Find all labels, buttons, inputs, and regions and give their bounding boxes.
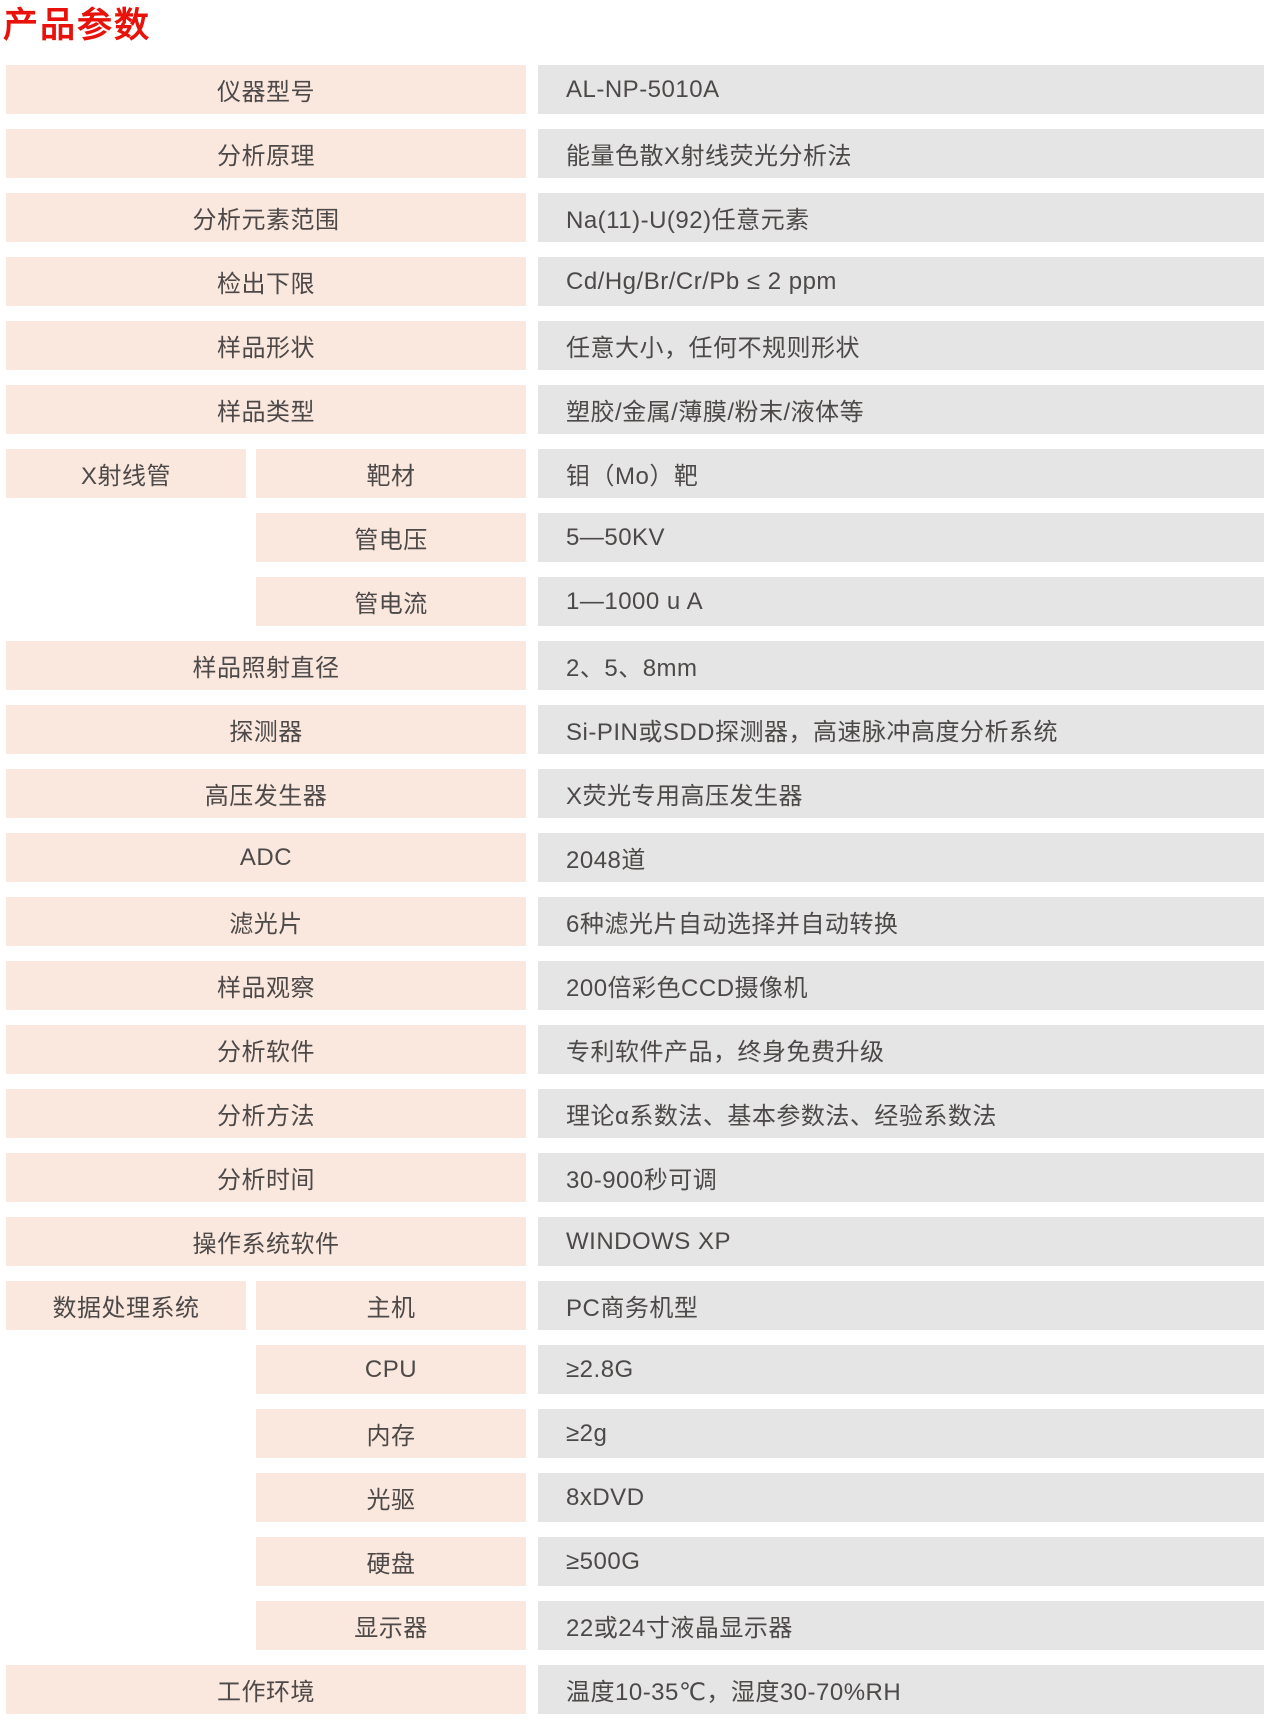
group-sub-rows: 靶材 钼（Mo）靶 管电压 5—50KV 管电流 1—1000 u A <box>256 449 1264 627</box>
row-value-cell: 6种滤光片自动选择并自动转换 <box>538 897 1264 947</box>
row-value-cell: Na(11)-U(92)任意元素 <box>538 193 1264 243</box>
row-value-cell: 任意大小，任何不规则形状 <box>538 321 1264 371</box>
row-label-cell: 仪器型号 <box>6 65 526 115</box>
row-value-cell: ≥2g <box>538 1409 1264 1459</box>
row-label-cell: ADC <box>6 833 526 883</box>
row-value-cell: 30-900秒可调 <box>538 1153 1264 1203</box>
row-value-cell: 专利软件产品，终身免费升级 <box>538 1025 1264 1075</box>
row-label-cell: 分析元素范围 <box>6 193 526 243</box>
table-row: 样品照射直径 2、5、8mm <box>6 641 1264 691</box>
table-row: 操作系统软件 WINDOWS XP <box>6 1217 1264 1267</box>
table-row: 管电压 5—50KV <box>256 513 1264 563</box>
row-value-cell: 能量色散X射线荧光分析法 <box>538 129 1264 179</box>
spec-table: 仪器型号 AL-NP-5010A 分析原理 能量色散X射线荧光分析法 分析元素范围 Na(… <box>6 65 1264 1715</box>
table-row: 分析元素范围 Na(11)-U(92)任意元素 <box>6 193 1264 243</box>
row-label-cell: 内存 <box>256 1409 526 1459</box>
row-label-cell: 工作环境 <box>6 1665 526 1715</box>
table-row: 仪器型号 AL-NP-5010A <box>6 65 1264 115</box>
page-title: 产品参数 <box>3 6 152 45</box>
row-value-cell: 塑胶/金属/薄膜/粉末/液体等 <box>538 385 1264 435</box>
row-value-cell: ≥2.8G <box>538 1345 1264 1395</box>
row-label-cell: CPU <box>256 1345 526 1395</box>
row-label-cell: 样品照射直径 <box>6 641 526 691</box>
table-row: 分析方法 理论α系数法、基本参数法、经验系数法 <box>6 1089 1264 1139</box>
row-label-cell: 操作系统软件 <box>6 1217 526 1267</box>
row-label-cell: 光驱 <box>256 1473 526 1523</box>
row-value-cell: 200倍彩色CCD摄像机 <box>538 961 1264 1011</box>
table-row: 靶材 钼（Mo）靶 <box>256 449 1264 499</box>
table-row: 分析时间 30-900秒可调 <box>6 1153 1264 1203</box>
group-sub-rows: 主机 PC商务机型 CPU ≥2.8G 内存 ≥2g 光驱 8xDVD 硬盘 ≥500G 显示器 22… <box>256 1281 1264 1651</box>
table-row: 分析软件 专利软件产品，终身免费升级 <box>6 1025 1264 1075</box>
group-label-cell: 数据处理系统 <box>6 1281 246 1331</box>
table-group-row: 数据处理系统 主机 PC商务机型 CPU ≥2.8G 内存 ≥2g 光驱 8xDVD 硬盘 ≥500… <box>6 1281 1264 1651</box>
row-label-cell: 显示器 <box>256 1601 526 1651</box>
table-row: 样品类型 塑胶/金属/薄膜/粉末/液体等 <box>6 385 1264 435</box>
table-row: 探测器 Si-PIN或SDD探测器，高速脉冲高度分析系统 <box>6 705 1264 755</box>
row-label-cell: 硬盘 <box>256 1537 526 1587</box>
table-row: 主机 PC商务机型 <box>256 1281 1264 1331</box>
row-value-cell: PC商务机型 <box>538 1281 1264 1331</box>
row-value-cell: X荧光专用高压发生器 <box>538 769 1264 819</box>
table-row: 光驱 8xDVD <box>256 1473 1264 1523</box>
row-label-cell: 分析时间 <box>6 1153 526 1203</box>
table-row: 样品观察 200倍彩色CCD摄像机 <box>6 961 1264 1011</box>
row-value-cell: 22或24寸液晶显示器 <box>538 1601 1264 1651</box>
row-value-cell: 钼（Mo）靶 <box>538 449 1264 499</box>
row-value-cell: 8xDVD <box>538 1473 1264 1523</box>
row-label-cell: 管电压 <box>256 513 526 563</box>
row-value-cell: Si-PIN或SDD探测器，高速脉冲高度分析系统 <box>538 705 1264 755</box>
table-row: 检出下限 Cd/Hg/Br/Cr/Pb ≤ 2 ppm <box>6 257 1264 307</box>
group-label-cell: X射线管 <box>6 449 246 499</box>
row-label-cell: 样品形状 <box>6 321 526 371</box>
table-row: 硬盘 ≥500G <box>256 1537 1264 1587</box>
row-label-cell: 检出下限 <box>6 257 526 307</box>
row-label-cell: 样品观察 <box>6 961 526 1011</box>
row-value-cell: 1—1000 u A <box>538 577 1264 627</box>
product-spec-page: 产品参数 仪器型号 AL-NP-5010A 分析原理 能量色散X射线荧光分析法 分析元素… <box>0 6 1269 1715</box>
row-value-cell: 2、5、8mm <box>538 641 1264 691</box>
row-label-cell: 样品类型 <box>6 385 526 435</box>
row-label-cell: 滤光片 <box>6 897 526 947</box>
table-row: ADC 2048道 <box>6 833 1264 883</box>
row-label-cell: 高压发生器 <box>6 769 526 819</box>
table-row: 样品形状 任意大小，任何不规则形状 <box>6 321 1264 371</box>
row-value-cell: 2048道 <box>538 833 1264 883</box>
row-value-cell: Cd/Hg/Br/Cr/Pb ≤ 2 ppm <box>538 257 1264 307</box>
table-row: 分析原理 能量色散X射线荧光分析法 <box>6 129 1264 179</box>
table-row: 显示器 22或24寸液晶显示器 <box>256 1601 1264 1651</box>
row-value-cell: AL-NP-5010A <box>538 65 1264 115</box>
table-row: 高压发生器 X荧光专用高压发生器 <box>6 769 1264 819</box>
row-label-cell: 主机 <box>256 1281 526 1331</box>
row-label-cell: 分析软件 <box>6 1025 526 1075</box>
table-row: 滤光片 6种滤光片自动选择并自动转换 <box>6 897 1264 947</box>
row-value-cell: WINDOWS XP <box>538 1217 1264 1267</box>
table-row: CPU ≥2.8G <box>256 1345 1264 1395</box>
table-row: 工作环境 温度10-35℃，湿度30-70%RH <box>6 1665 1264 1715</box>
row-label-cell: 分析方法 <box>6 1089 526 1139</box>
table-group-row: X射线管 靶材 钼（Mo）靶 管电压 5—50KV 管电流 1—1000 u A <box>6 449 1264 627</box>
row-value-cell: 理论α系数法、基本参数法、经验系数法 <box>538 1089 1264 1139</box>
row-value-cell: 温度10-35℃，湿度30-70%RH <box>538 1665 1264 1715</box>
table-row: 内存 ≥2g <box>256 1409 1264 1459</box>
row-value-cell: ≥500G <box>538 1537 1264 1587</box>
row-label-cell: 靶材 <box>256 449 526 499</box>
row-value-cell: 5—50KV <box>538 513 1264 563</box>
row-label-cell: 管电流 <box>256 577 526 627</box>
row-label-cell: 分析原理 <box>6 129 526 179</box>
table-row: 管电流 1—1000 u A <box>256 577 1264 627</box>
row-label-cell: 探测器 <box>6 705 526 755</box>
